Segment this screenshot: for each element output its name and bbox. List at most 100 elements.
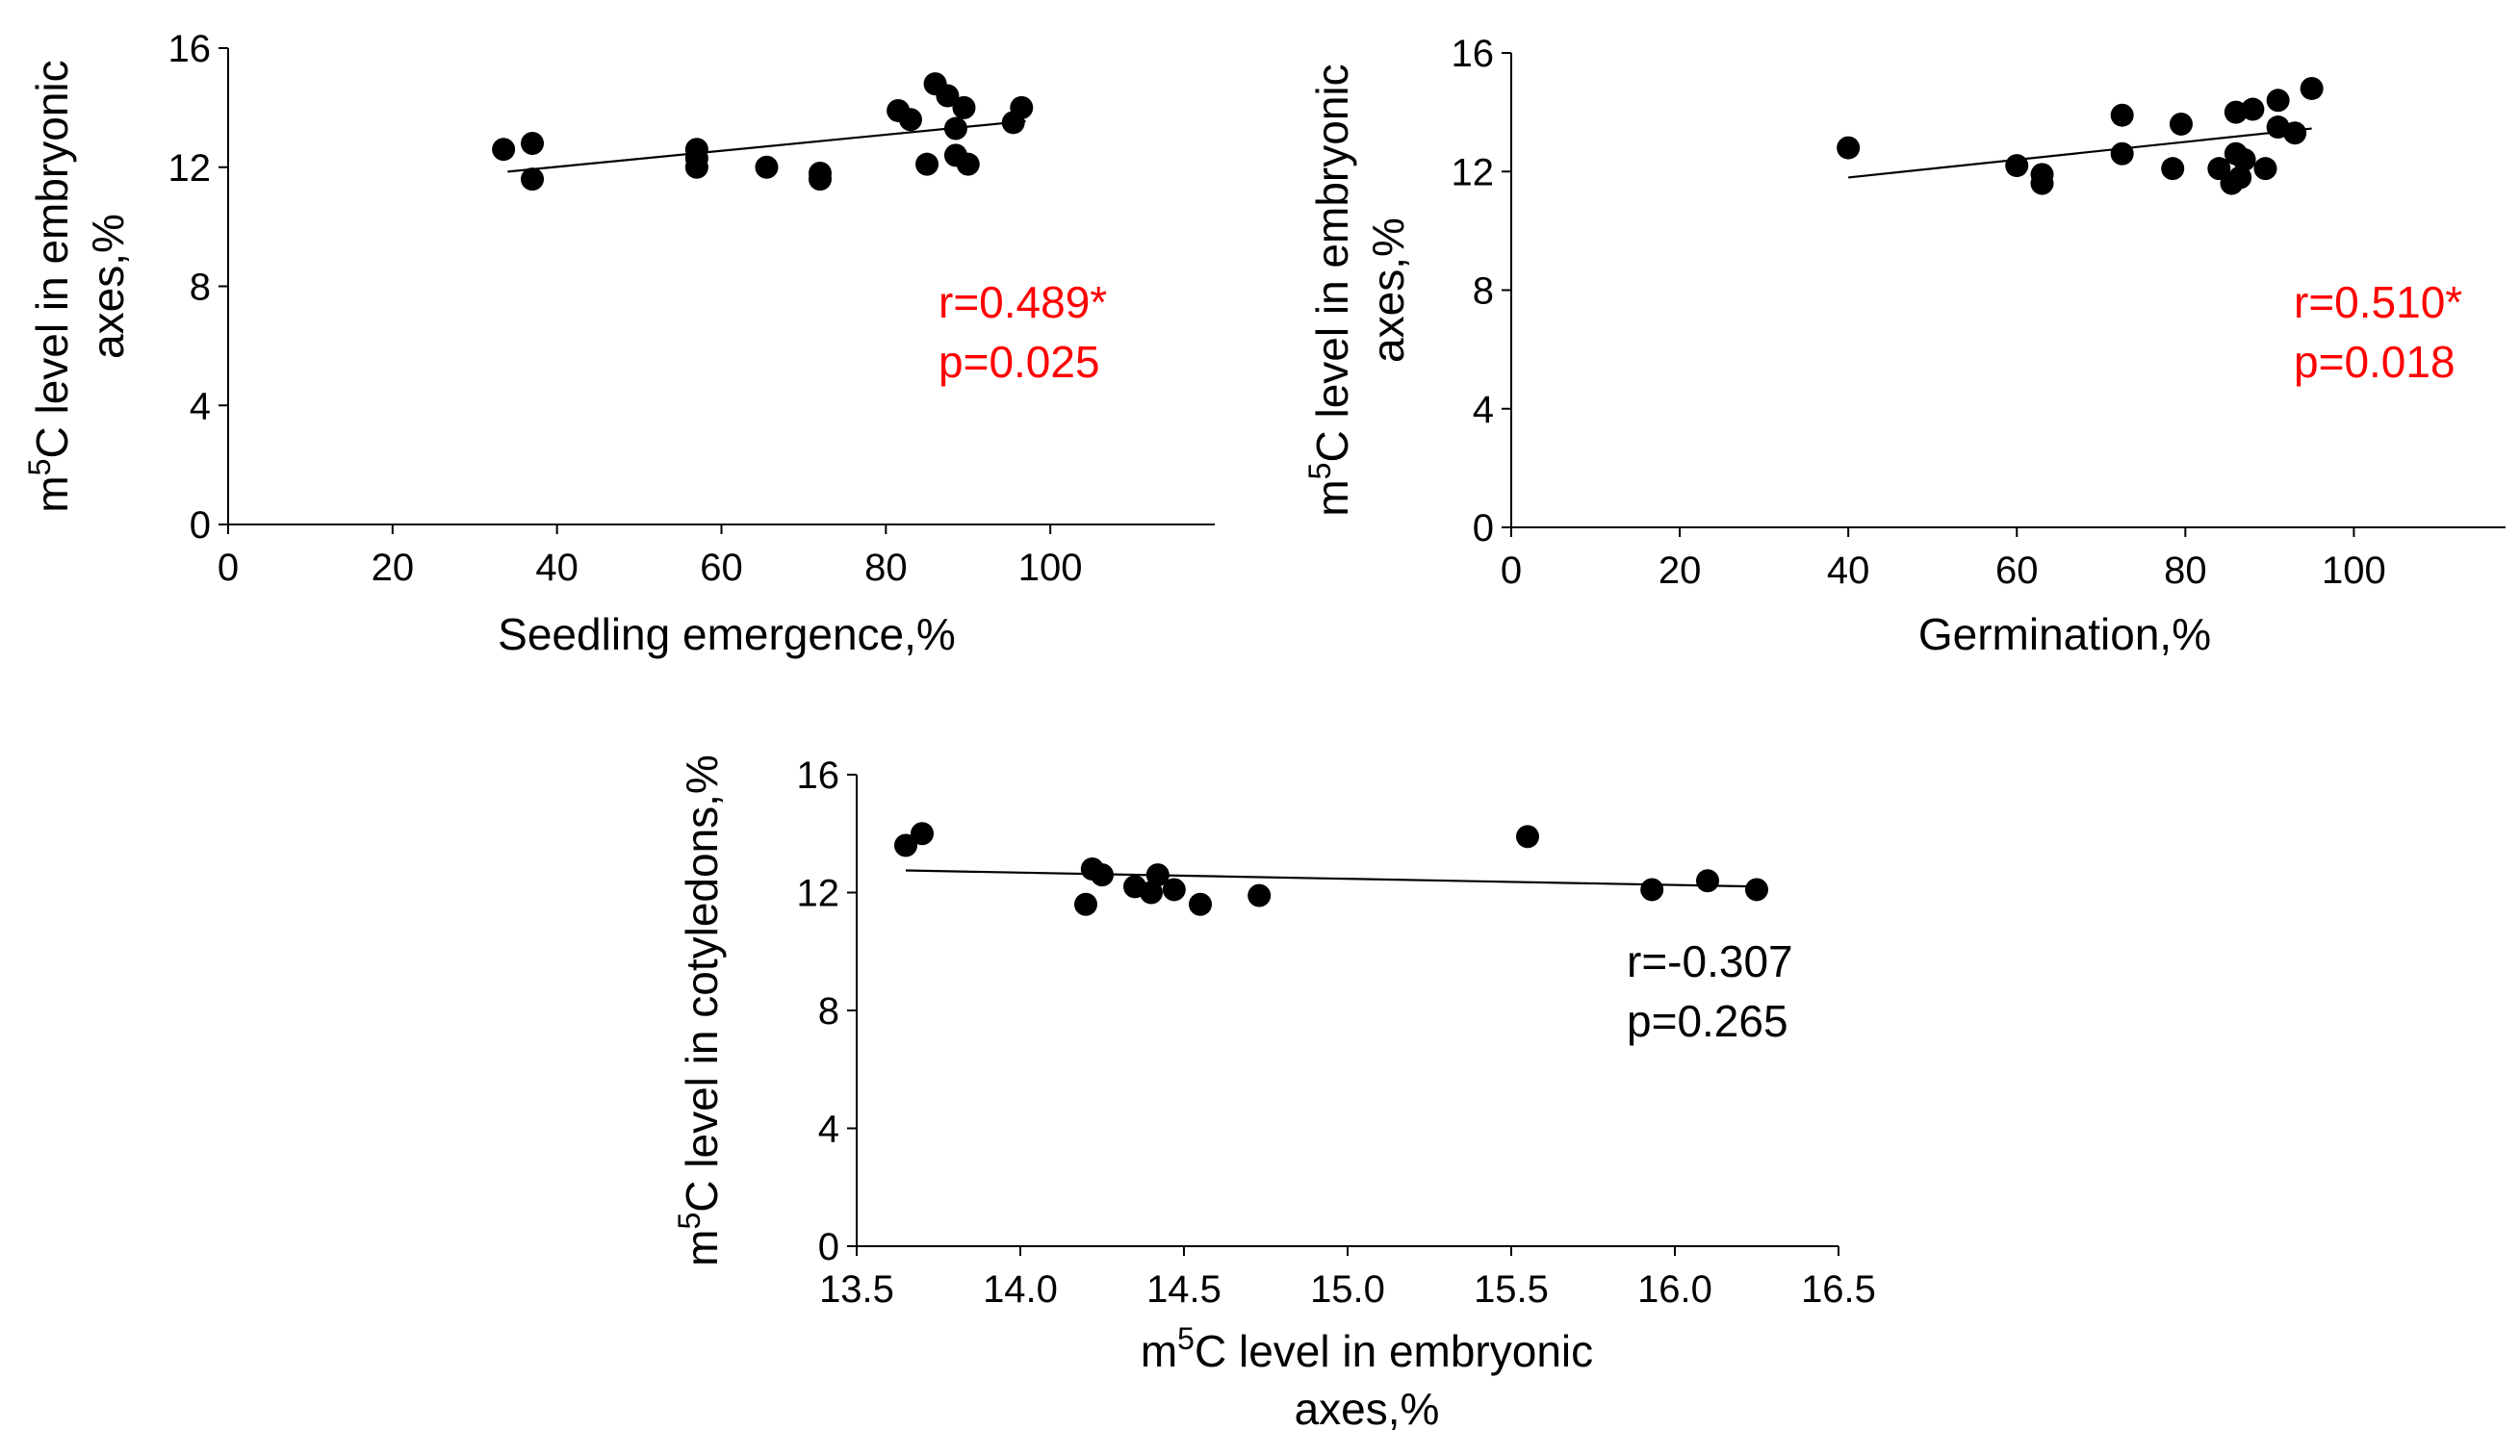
stats-annotation: p=0.025 xyxy=(939,337,1100,387)
y-axis-label: m5C level in embryonic xyxy=(1302,64,1357,516)
x-tick-label: 100 xyxy=(2322,549,2386,592)
x-tick-label: 16.5 xyxy=(1801,1268,1876,1311)
data-point xyxy=(684,155,708,179)
data-point xyxy=(2110,141,2134,166)
x-tick-label: 15.0 xyxy=(1310,1268,1385,1311)
trendline xyxy=(905,869,1763,888)
x-axis-label-line2: axes,% xyxy=(1295,1384,1440,1434)
label-superscript: 5 xyxy=(672,1213,707,1230)
data-point xyxy=(1696,869,1719,893)
x-tick-label: 60 xyxy=(1995,549,2039,592)
y-axis-label: m5C level in embryonic xyxy=(22,60,77,512)
data-point xyxy=(936,84,960,108)
data-point xyxy=(2169,112,2193,136)
y-tick-label: 8 xyxy=(190,267,211,309)
data-point xyxy=(1162,878,1186,902)
x-tick-label: 80 xyxy=(864,547,908,589)
data-point xyxy=(1745,878,1768,902)
y-tick-label: 12 xyxy=(1452,151,1495,193)
data-point xyxy=(2030,171,2054,195)
data-point xyxy=(492,138,516,162)
data-point xyxy=(915,152,939,176)
panel-germination: 0 4 8 12 16 0 20 40 60 80 100 r=0.510* p=0.018 Germin… xyxy=(1302,33,2506,659)
data-point xyxy=(2232,147,2256,171)
data-point xyxy=(2283,121,2307,145)
x-tick-label: 14.0 xyxy=(983,1268,1058,1311)
panel-cotyledons: 0 4 8 12 16 13.5 14.0 14.5 15.0 15.5 16.0 16.5 r=-0.… xyxy=(672,754,1876,1434)
x-tick-label: 100 xyxy=(1018,547,1083,589)
data-point xyxy=(956,152,980,176)
y-tick-label: 4 xyxy=(1473,389,1494,431)
y-tick-label: 12 xyxy=(168,147,212,190)
x-tick-label: 40 xyxy=(535,547,579,589)
data-point xyxy=(809,167,832,192)
data-point xyxy=(1140,881,1163,905)
x-tick-label: 20 xyxy=(372,547,415,589)
label-text: C level in embryonic xyxy=(27,60,77,458)
label-prefix: m xyxy=(27,475,77,512)
stats-annotation: r=0.510* xyxy=(2294,277,2462,327)
y-tick-label: 16 xyxy=(168,28,212,70)
x-tick-label: 13.5 xyxy=(819,1268,894,1311)
trendline xyxy=(507,119,1026,173)
y-tick-label: 4 xyxy=(818,1109,839,1151)
label-superscript: 5 xyxy=(1177,1321,1195,1356)
y-tick-label: 0 xyxy=(1473,507,1494,549)
x-tick-label: 14.5 xyxy=(1146,1268,1221,1311)
x-tick-label: 40 xyxy=(1827,549,1870,592)
data-point xyxy=(2241,97,2265,121)
y-tick-label: 8 xyxy=(1473,270,1494,313)
data-point xyxy=(2253,157,2277,181)
label-prefix: m xyxy=(677,1230,727,1266)
label-prefix: m xyxy=(1307,479,1357,516)
trendline xyxy=(1848,127,2312,179)
data-point xyxy=(1247,883,1272,907)
x-axis-label: m5C level in embryonic xyxy=(1141,1321,1593,1376)
data-point xyxy=(1189,892,1212,916)
data-point xyxy=(1516,825,1539,849)
data-point xyxy=(755,155,779,179)
data-point xyxy=(2228,166,2252,190)
y-tick-label: 0 xyxy=(190,504,211,547)
x-tick-label: 20 xyxy=(1659,549,1702,592)
label-text: C level in embryonic xyxy=(1307,64,1357,462)
x-tick-label: 16.0 xyxy=(1637,1268,1712,1311)
stats-annotation: r=0.489* xyxy=(939,277,1107,327)
y-tick-label: 16 xyxy=(797,754,840,797)
data-point xyxy=(952,95,976,119)
x-tick-label: 80 xyxy=(2164,549,2207,592)
x-tick-label: 0 xyxy=(218,547,239,589)
stats-annotation: p=0.018 xyxy=(2294,337,2456,387)
label-text: C level in embryonic xyxy=(1195,1326,1593,1376)
label-superscript: 5 xyxy=(1302,463,1337,480)
x-tick-label: 60 xyxy=(700,547,743,589)
data-point xyxy=(1091,863,1114,887)
data-point xyxy=(521,167,545,192)
y-tick-label: 12 xyxy=(797,873,840,915)
data-point xyxy=(2300,76,2324,100)
data-point xyxy=(898,108,922,132)
y-tick-label: 4 xyxy=(190,385,211,427)
y-axis-label-line2: axes,% xyxy=(1363,217,1413,363)
data-point xyxy=(2266,89,2290,113)
data-point xyxy=(1074,892,1097,916)
x-axis-label: Germination,% xyxy=(1918,609,2211,659)
data-point xyxy=(943,116,967,140)
data-point xyxy=(521,132,545,155)
x-tick-label: 15.5 xyxy=(1474,1268,1549,1311)
y-axis-label-line2: axes,% xyxy=(83,214,133,359)
panel-seedling-emergence: 0 4 8 12 16 0 20 40 60 80 100 r=0.489* p=0.025 Seedli… xyxy=(22,28,1215,659)
y-tick-label: 8 xyxy=(818,990,839,1033)
data-point xyxy=(1837,136,1861,160)
data-point xyxy=(2161,157,2185,181)
label-text: C level in cotyledons,% xyxy=(677,754,727,1213)
label-superscript: 5 xyxy=(22,459,57,476)
y-tick-label: 0 xyxy=(818,1226,839,1268)
y-tick-label: 16 xyxy=(1452,33,1495,75)
x-tick-label: 0 xyxy=(1501,549,1522,592)
stats-annotation: r=-0.307 xyxy=(1627,936,1793,986)
stats-annotation: p=0.265 xyxy=(1627,996,1788,1046)
x-axis-label: Seedling emergence,% xyxy=(498,609,956,659)
data-point xyxy=(911,822,934,846)
